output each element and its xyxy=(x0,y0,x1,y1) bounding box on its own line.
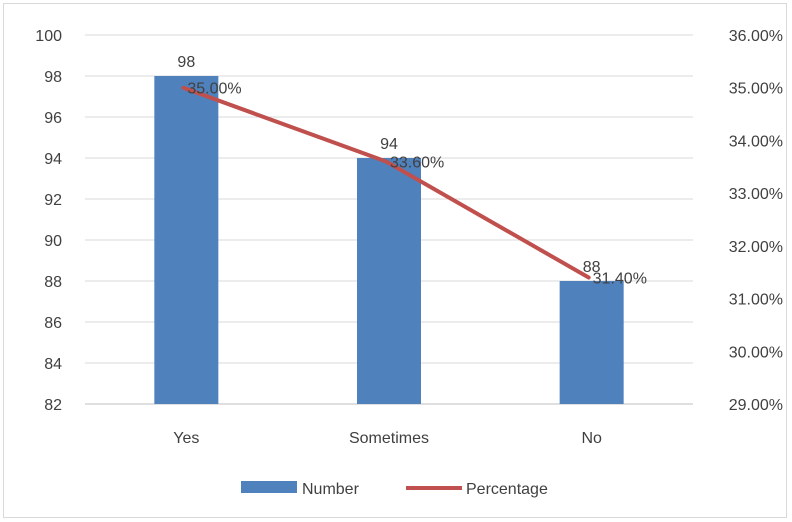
bar-series xyxy=(154,76,624,404)
x-tick-label: Sometimes xyxy=(349,430,429,447)
y-right-tick-label: 33.00% xyxy=(729,186,783,203)
y-left-tick-label: 94 xyxy=(44,151,62,168)
y-right-tick-label: 32.00% xyxy=(729,239,783,256)
y-right-tick-label: 30.00% xyxy=(729,344,783,361)
line-data-label: 31.40% xyxy=(593,270,647,287)
bar-data-label: 88 xyxy=(583,259,601,276)
y-left-tick-label: 98 xyxy=(44,69,62,86)
legend-label-number: Number xyxy=(302,481,360,498)
legend-label-percentage: Percentage xyxy=(466,481,548,498)
y-left-tick-label: 100 xyxy=(35,28,62,45)
right-axis-ticks: 29.00% 30.00% 31.00% 32.00% 33.00% 34.00% 35.0… xyxy=(729,28,783,414)
bar-data-label: 98 xyxy=(177,54,195,71)
y-left-tick-label: 92 xyxy=(44,192,62,209)
line-data-label: 35.00% xyxy=(187,81,241,98)
y-left-tick-label: 90 xyxy=(44,233,62,250)
bar-data-label: 94 xyxy=(380,136,398,153)
y-left-tick-label: 84 xyxy=(44,356,62,373)
data-labels: 98 94 88 35.00% 33.60% 31.40% xyxy=(177,54,646,287)
y-left-tick-label: 96 xyxy=(44,110,62,127)
line-data-label: 33.60% xyxy=(390,155,444,172)
bar xyxy=(154,76,219,404)
y-right-tick-label: 29.00% xyxy=(729,397,783,414)
y-right-tick-label: 31.00% xyxy=(729,292,783,309)
y-left-tick-label: 82 xyxy=(44,397,62,414)
y-right-tick-label: 35.00% xyxy=(729,81,783,98)
bar xyxy=(559,281,624,404)
percentage-line xyxy=(181,85,591,280)
bar xyxy=(357,158,421,404)
y-right-tick-label: 34.00% xyxy=(729,133,783,150)
y-left-tick-label: 88 xyxy=(44,274,62,291)
legend-swatch-number xyxy=(241,481,297,493)
x-tick-label: No xyxy=(581,430,602,447)
x-tick-label: Yes xyxy=(173,430,199,447)
x-axis-ticks: Yes Sometimes No xyxy=(173,430,602,447)
y-left-tick-label: 86 xyxy=(44,315,62,332)
y-right-tick-label: 36.00% xyxy=(729,28,783,45)
legend: Number Percentage xyxy=(241,481,548,498)
left-axis-ticks: 82 84 86 88 90 92 94 96 98 100 xyxy=(35,28,62,414)
line-series xyxy=(181,85,591,280)
